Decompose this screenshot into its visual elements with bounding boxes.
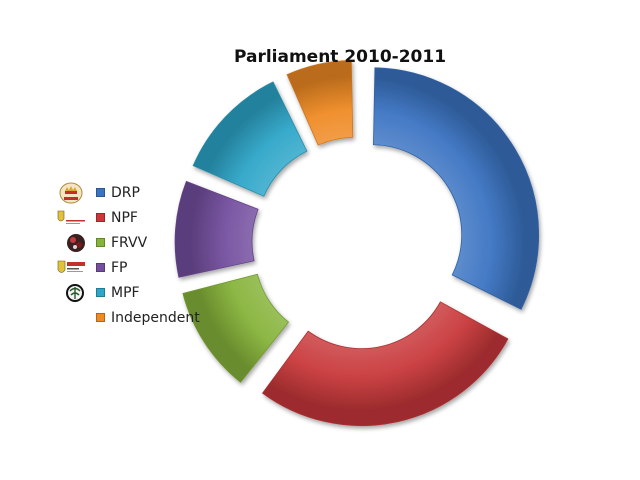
legend-swatch	[96, 288, 105, 297]
legend-label: Independent	[111, 309, 200, 326]
fp-logo-icon	[56, 257, 86, 279]
legend-swatch	[96, 213, 105, 222]
legend-label: FP	[111, 259, 128, 276]
donut-slice-frvv	[182, 273, 290, 383]
legend-swatch	[96, 188, 105, 197]
legend-label: MPF	[111, 284, 140, 301]
legend-swatch	[96, 238, 105, 247]
legend-swatch	[96, 263, 105, 272]
chart-title: Parliament 2010-2011	[233, 47, 447, 67]
npf-logo-icon	[56, 207, 86, 229]
frvv-logo-icon	[56, 232, 86, 254]
legend-item-npf: NPF	[56, 205, 200, 230]
drp-logo-icon	[56, 182, 86, 204]
legend-swatch	[96, 313, 105, 322]
legend-label: DRP	[111, 184, 140, 201]
donut-slice-npf	[261, 301, 509, 427]
donut-slice-fp	[174, 180, 259, 278]
donut-slice-independent	[286, 60, 354, 146]
mpf-logo-icon	[56, 282, 86, 304]
legend-item-frvv: FRVV	[56, 230, 200, 255]
legend-label: NPF	[111, 209, 138, 226]
donut-slice-drp	[373, 67, 540, 310]
legend-item-drp: DRP	[56, 180, 200, 205]
donut-slice-mpf	[192, 81, 308, 197]
legend: DRP NPF FRVV	[56, 180, 200, 330]
legend-label: FRVV	[111, 234, 148, 251]
legend-item-independent: Independent	[56, 305, 200, 330]
legend-item-fp: FP	[56, 255, 200, 280]
legend-item-mpf: MPF	[56, 280, 200, 305]
